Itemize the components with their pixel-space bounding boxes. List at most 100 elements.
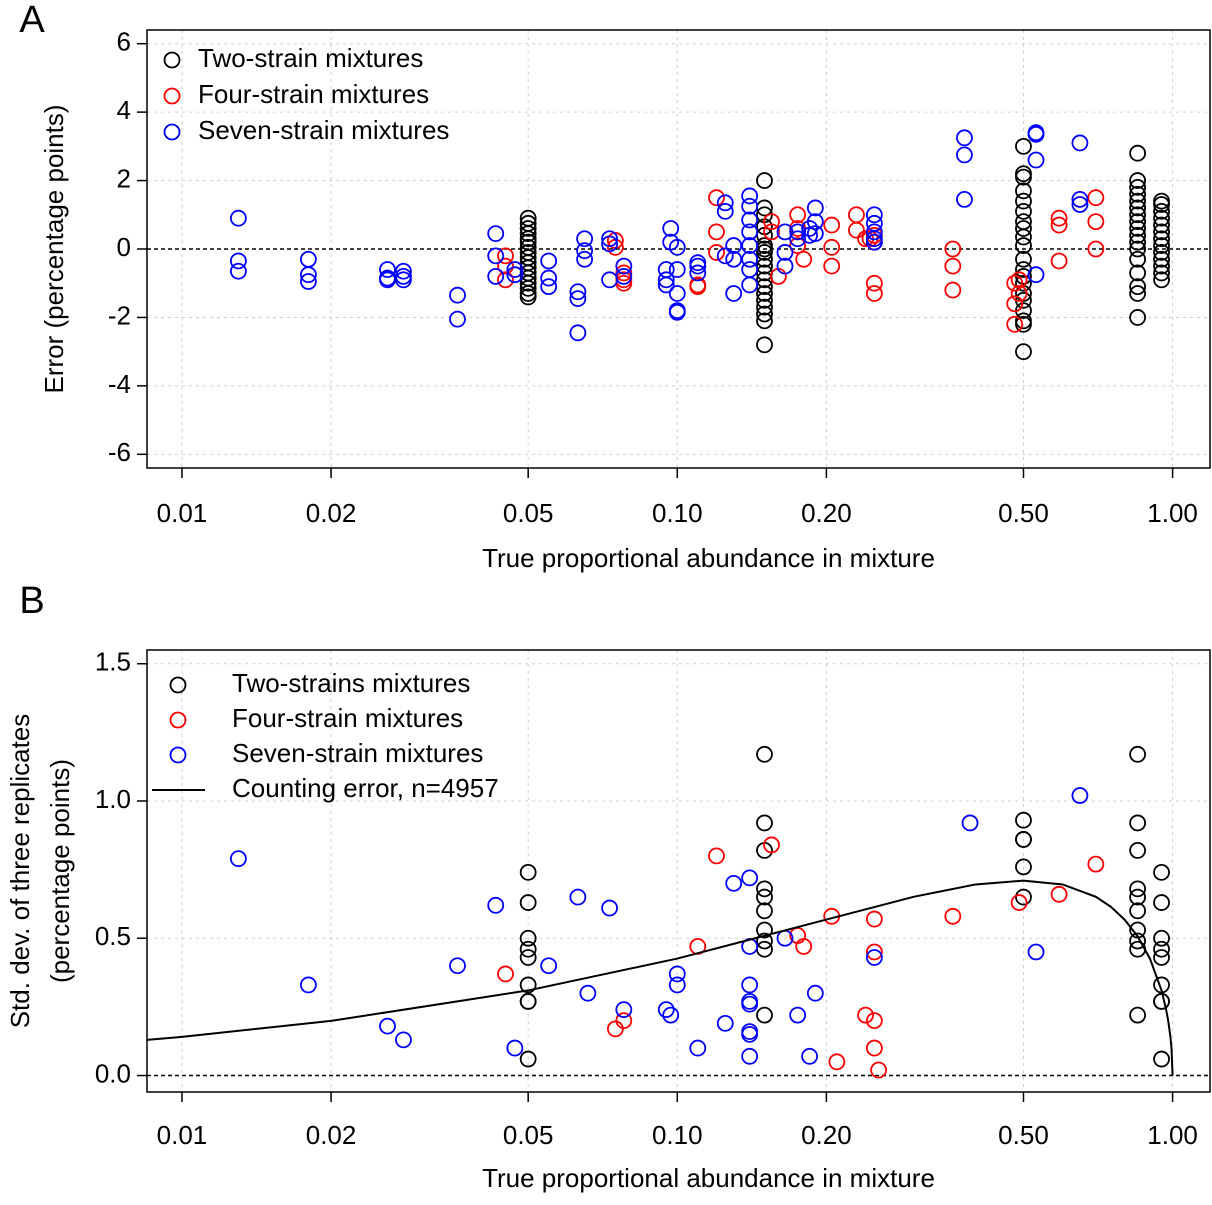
- point: [708, 223, 725, 241]
- legend-marker: [169, 746, 187, 764]
- point: [1006, 274, 1024, 292]
- point: [756, 921, 773, 939]
- point: [1129, 309, 1147, 326]
- point: [1153, 250, 1170, 268]
- point: [668, 285, 686, 302]
- point: [1153, 940, 1170, 958]
- point: [519, 940, 537, 958]
- y-tick-label: 6: [117, 27, 131, 57]
- point: [1027, 151, 1045, 169]
- point: [1015, 202, 1032, 220]
- point: [1153, 257, 1170, 275]
- point: [716, 194, 734, 212]
- point: [1153, 1050, 1170, 1068]
- point: [1153, 216, 1170, 234]
- x-tick-label: 0.01: [157, 498, 208, 528]
- point: [1153, 894, 1170, 911]
- point: [1129, 264, 1147, 282]
- point: [1027, 125, 1045, 143]
- point: [1027, 266, 1045, 284]
- legend-label: Seven-strain mixtures: [232, 738, 483, 768]
- point: [763, 213, 780, 231]
- point: [668, 303, 686, 321]
- point: [519, 225, 537, 243]
- point: [1153, 863, 1170, 881]
- point: [756, 932, 773, 950]
- point: [1027, 943, 1045, 961]
- point: [579, 984, 597, 1002]
- point: [1129, 278, 1147, 296]
- point: [229, 262, 247, 280]
- point: [299, 250, 317, 268]
- point: [519, 1050, 537, 1068]
- point: [828, 1053, 846, 1071]
- point: [1153, 271, 1170, 289]
- point: [519, 949, 537, 966]
- point: [668, 238, 686, 256]
- point: [299, 976, 317, 994]
- point: [789, 206, 807, 224]
- x-tick-label: 1.00: [1147, 498, 1198, 528]
- point: [1050, 209, 1068, 227]
- point: [756, 888, 773, 906]
- point: [1015, 831, 1032, 848]
- panel-label: A: [19, 0, 45, 41]
- point: [1153, 196, 1170, 213]
- point: [519, 863, 537, 881]
- point: [1129, 192, 1147, 210]
- point: [601, 230, 618, 248]
- point: [1050, 216, 1068, 234]
- point: [1015, 182, 1032, 200]
- y-tick-label: -2: [108, 300, 131, 330]
- point: [1129, 902, 1147, 920]
- point: [299, 266, 317, 284]
- legend-label: Counting error, n=4957: [232, 773, 499, 803]
- legend-label: Four-strain mixtures: [232, 703, 463, 733]
- point: [1071, 787, 1089, 804]
- point: [395, 262, 412, 280]
- point: [1153, 949, 1170, 966]
- point: [961, 814, 979, 832]
- point: [1006, 295, 1024, 313]
- point: [569, 888, 587, 906]
- legend-label: Four-strain mixtures: [198, 79, 429, 109]
- point: [379, 1017, 396, 1035]
- x-tick-label: 0.50: [998, 498, 1049, 528]
- point: [1153, 244, 1170, 261]
- point: [741, 211, 759, 229]
- point: [576, 230, 594, 248]
- point: [756, 244, 773, 261]
- point: [865, 285, 883, 302]
- point: [716, 1014, 734, 1032]
- point: [857, 1006, 874, 1024]
- point: [657, 271, 675, 289]
- point: [1087, 240, 1105, 258]
- point: [708, 244, 725, 261]
- point: [806, 225, 824, 243]
- point: [741, 237, 759, 254]
- point: [540, 269, 558, 287]
- point: [956, 146, 973, 164]
- point: [1153, 264, 1170, 282]
- point: [865, 206, 883, 224]
- point: [1071, 190, 1089, 208]
- point: [1129, 226, 1147, 244]
- x-tick-label: 0.10: [652, 498, 703, 528]
- point: [1129, 179, 1147, 196]
- point: [865, 949, 883, 966]
- y-tick-label: 0: [117, 232, 131, 262]
- point: [756, 305, 773, 323]
- point: [716, 202, 734, 220]
- point: [576, 250, 594, 268]
- point: [1129, 213, 1147, 231]
- point: [615, 257, 633, 275]
- point: [1071, 196, 1089, 213]
- point: [756, 336, 773, 354]
- point: [657, 276, 675, 294]
- point: [1010, 271, 1028, 289]
- x-tick-label: 0.10: [652, 1120, 703, 1150]
- y-tick-label: 2: [117, 163, 131, 193]
- point: [668, 965, 686, 983]
- panel-label: B: [19, 580, 44, 622]
